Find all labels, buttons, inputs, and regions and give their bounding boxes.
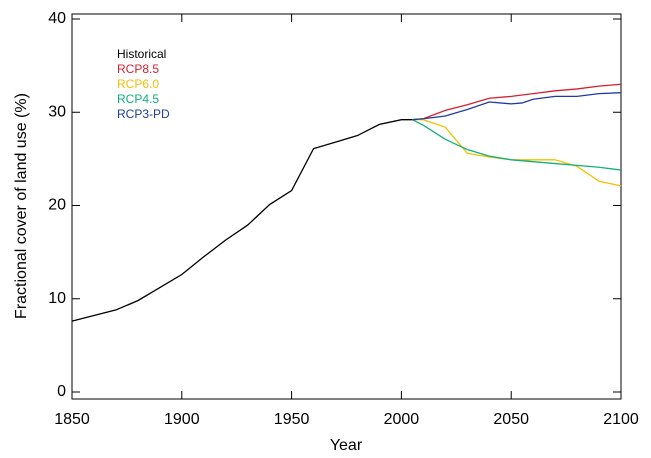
legend-entry: RCP6.0 xyxy=(117,77,159,91)
y-tick-label: 30 xyxy=(48,103,66,120)
legend-entry: RCP8.5 xyxy=(117,62,159,76)
series-line xyxy=(412,119,622,171)
y-tick-label: 40 xyxy=(48,10,66,27)
series-line xyxy=(412,83,622,121)
legend-entry: RCP4.5 xyxy=(117,92,159,106)
x-tick-label: 1850 xyxy=(54,411,90,428)
x-tick-label: 2100 xyxy=(603,411,639,428)
x-axis-label: Year xyxy=(330,437,363,454)
x-tick-label: 2050 xyxy=(493,411,529,428)
y-tick-label: 20 xyxy=(48,197,66,214)
legend-entry: RCP3-PD xyxy=(117,107,170,121)
series-line xyxy=(71,119,413,322)
series-line xyxy=(412,92,622,121)
x-tick-label: 1900 xyxy=(164,411,200,428)
y-axis-label: Fractional cover of land use (%) xyxy=(13,93,30,319)
y-tick-label: 0 xyxy=(57,383,66,400)
x-tick-label: 1950 xyxy=(274,411,310,428)
plot-frame xyxy=(71,13,622,400)
legend-entry: Historical xyxy=(117,47,166,61)
x-tick-label: 2000 xyxy=(384,411,420,428)
y-tick-label: 10 xyxy=(48,290,66,307)
series-line xyxy=(412,119,622,187)
